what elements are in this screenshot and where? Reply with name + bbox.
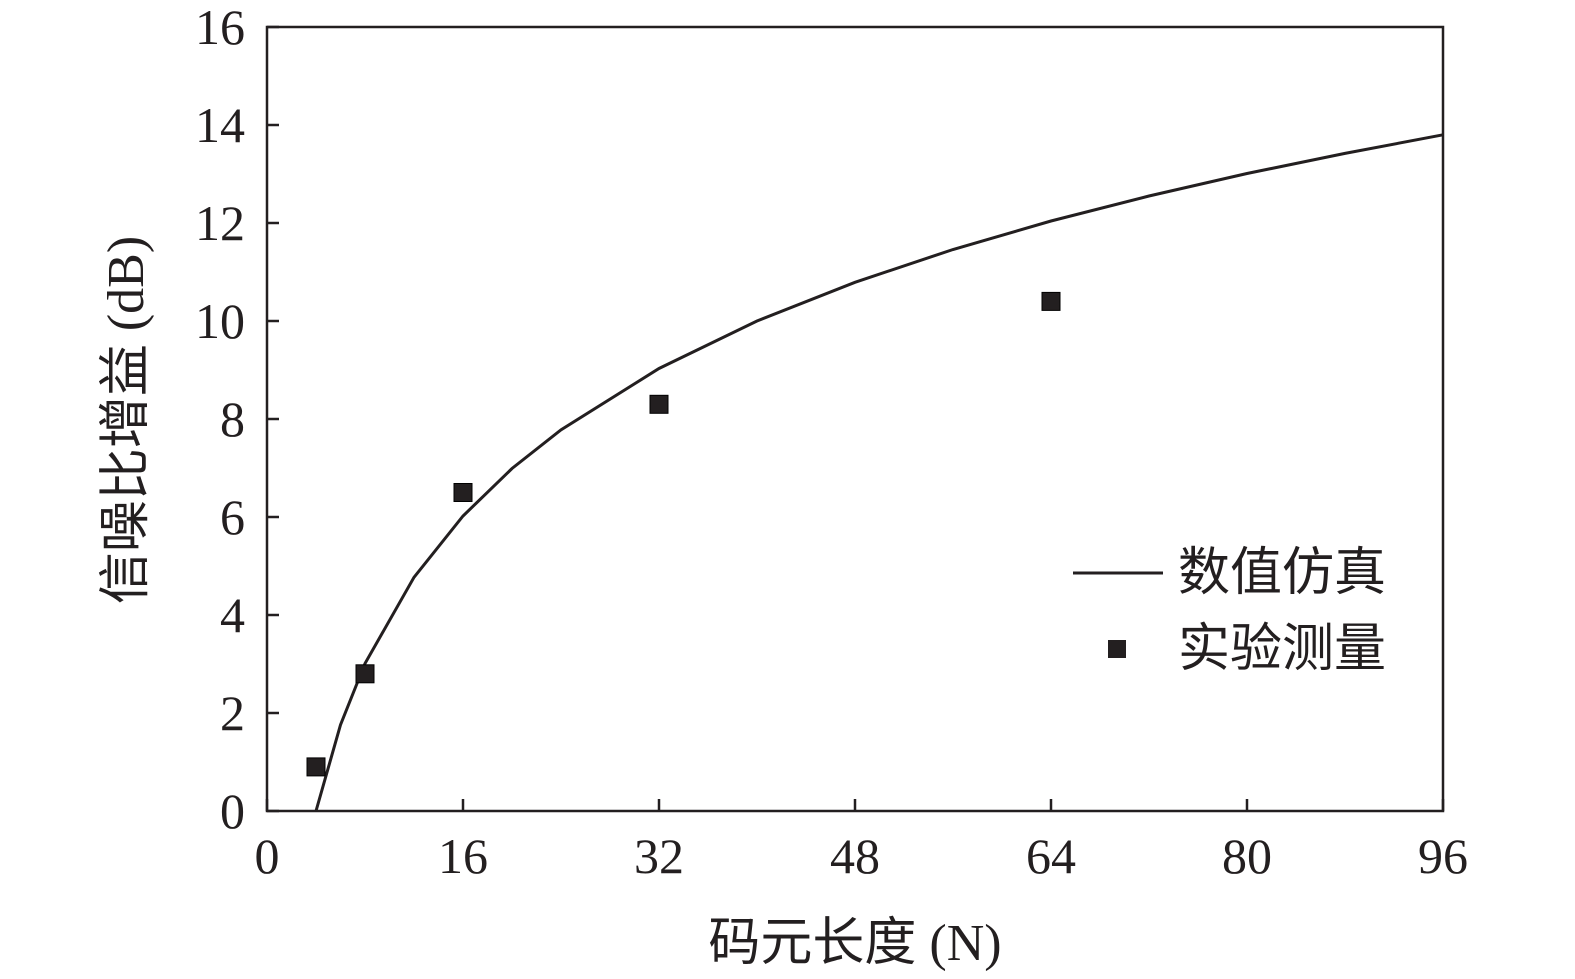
axes — [265, 25, 1445, 813]
data-marks — [306, 133, 1444, 812]
y-tick-label: 0 — [220, 783, 245, 839]
x-tick-label: 32 — [634, 828, 684, 884]
x-tick-label: 48 — [830, 828, 880, 884]
x-axis-title: 码元长度 (N) — [708, 915, 1001, 972]
y-tick-label: 14 — [195, 97, 245, 153]
y-tick-label: 12 — [195, 195, 245, 251]
series-line-numerical-simulation — [314, 133, 1444, 812]
data-point-square — [649, 394, 669, 414]
y-tick-label: 10 — [195, 293, 245, 349]
data-point-square — [1041, 291, 1061, 311]
legend-square-swatch — [1108, 640, 1126, 658]
y-tick-label: 2 — [220, 685, 245, 741]
legend-label: 实验测量 — [1178, 621, 1386, 678]
y-tick-label: 4 — [220, 587, 245, 643]
ticks: 0 16 32 48 64 80 96 0 2 4 6 8 10 12 14 16 — [195, 0, 1468, 884]
y-axis-title: 信噪比增益 (dB) — [98, 236, 155, 604]
x-tick-label: 0 — [255, 828, 280, 884]
plot-frame — [265, 25, 1445, 813]
data-point-square — [306, 757, 326, 777]
data-point-square — [453, 483, 473, 502]
x-tick-label: 16 — [438, 828, 488, 884]
x-tick-label: 80 — [1222, 828, 1272, 884]
y-tick-label: 8 — [220, 391, 245, 447]
x-tick-label: 64 — [1026, 828, 1076, 884]
legend-label: 数值仿真 — [1178, 545, 1386, 602]
y-tick-label: 6 — [220, 489, 245, 545]
y-tick-label: 16 — [195, 0, 245, 55]
x-tick-label: 96 — [1418, 828, 1468, 884]
data-point-square — [355, 664, 375, 684]
